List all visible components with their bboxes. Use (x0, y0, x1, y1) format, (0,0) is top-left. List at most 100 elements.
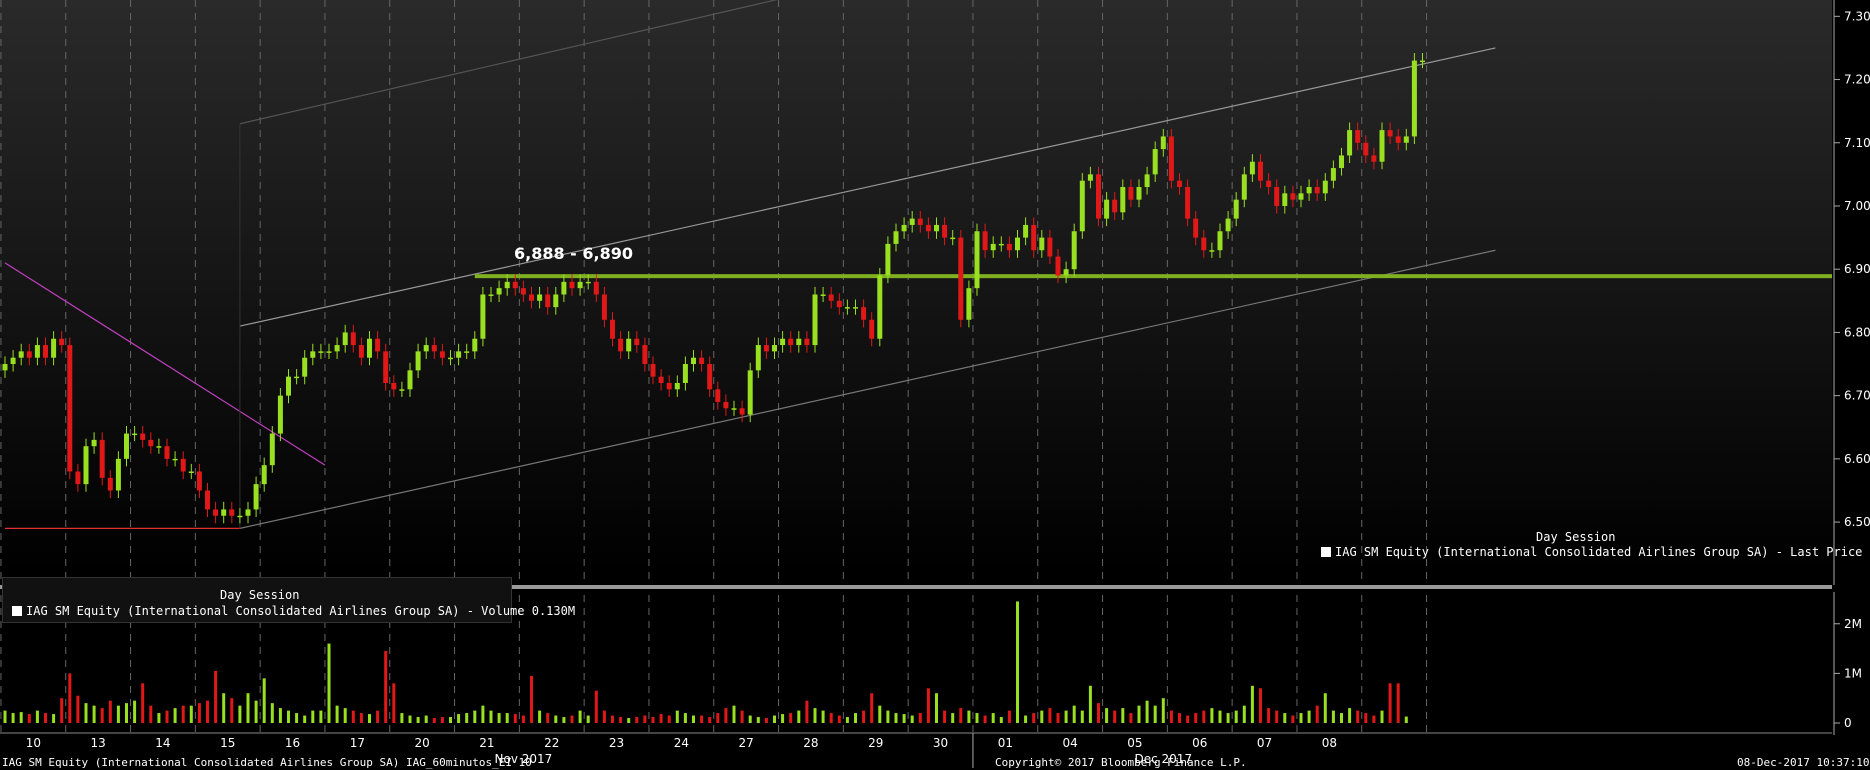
candle-body (1420, 60, 1425, 63)
volume-bar (84, 703, 88, 723)
candle-body (415, 351, 421, 371)
volume-bar (675, 710, 679, 723)
candle-body (804, 338, 810, 346)
volume-bars (3, 601, 1408, 723)
price-panel-background (0, 0, 1832, 572)
candle-body (1282, 193, 1288, 206)
candle-body (650, 364, 656, 377)
candle-body (601, 294, 607, 320)
volume-bar (1024, 715, 1028, 723)
volume-bar (319, 710, 323, 723)
volume-bar (238, 705, 242, 723)
candle-body (828, 294, 834, 301)
month-label-dec: Dec 2017 (1135, 752, 1193, 766)
volume-bar (983, 715, 987, 723)
volume-bar (667, 715, 671, 723)
volume-bar (862, 710, 866, 723)
volume-bar (481, 705, 485, 723)
volume-bar (1250, 685, 1254, 723)
volume-bar (76, 695, 80, 723)
volume-bar (845, 717, 849, 723)
volume-bar (659, 714, 663, 723)
volume-bar (1121, 708, 1125, 723)
day-tick-label: 15 (220, 736, 235, 750)
trendlines (4, 0, 1832, 529)
volume-bar (108, 700, 112, 723)
volume-bar (1072, 705, 1076, 723)
candle-body (261, 465, 267, 485)
candle-body (1249, 161, 1255, 175)
volume-bar (894, 713, 898, 723)
candle-body (1096, 174, 1101, 219)
candle-body (1363, 142, 1369, 156)
volume-bar (700, 715, 704, 723)
candle-body (326, 351, 332, 353)
candle-body (51, 338, 57, 358)
volume-bar (1161, 698, 1165, 723)
price-legend-text: IAG SM Equity (International Consolidate… (1335, 545, 1870, 559)
candle-body (213, 509, 219, 516)
grid (0, 0, 1832, 735)
day-tick-label: 08 (1322, 736, 1337, 750)
panel-divider (0, 585, 1832, 589)
volume-bar (189, 705, 193, 723)
day-tick-label: 14 (155, 736, 170, 750)
footer-center: Copyright© 2017 Bloomberg Finance L.P. (995, 756, 1247, 769)
candle-body (456, 351, 462, 358)
day-tick-label: 04 (1063, 736, 1078, 750)
volume-bar (1007, 710, 1011, 723)
day-tick-label: 20 (415, 736, 430, 750)
price-tick-label: 6.60 (1844, 452, 1870, 466)
candle-body (464, 351, 470, 353)
candle-body (358, 345, 364, 358)
candle-body (399, 389, 405, 391)
volume-bar (1291, 715, 1295, 723)
volume-bar (1178, 713, 1181, 723)
volume-bar (1137, 705, 1141, 723)
volume-bar (878, 705, 882, 723)
candle-body (1152, 149, 1158, 175)
volume-bar (594, 690, 598, 723)
day-tick-label: 13 (91, 736, 106, 750)
candle-body (132, 433, 138, 436)
volume-bar (359, 713, 363, 723)
volume-bar (384, 651, 388, 723)
volume-bar (19, 712, 23, 723)
volume-bar (100, 708, 104, 723)
volume-bar (3, 710, 7, 723)
price-legend: IAG SM Equity (International Consolidate… (1321, 545, 1870, 560)
volume-bar (35, 710, 39, 723)
volume-bar (538, 710, 542, 723)
volume-bar (327, 643, 331, 723)
volume-bar (683, 713, 687, 723)
candle-body (909, 218, 915, 225)
candle-body (148, 439, 154, 447)
candle-body (342, 332, 348, 346)
candle-body (529, 294, 534, 301)
volume-bar (1097, 703, 1100, 723)
candle-body (917, 218, 923, 225)
candle-body (788, 338, 794, 346)
volume-bar (141, 683, 145, 723)
support-line (474, 274, 1832, 279)
candle-body (383, 351, 389, 383)
volume-bar (1016, 601, 1019, 723)
candle-body (472, 338, 478, 352)
volume-bar (813, 708, 817, 723)
candle-body (1330, 168, 1336, 181)
volume-bar (408, 715, 412, 723)
volume-bar (392, 683, 396, 723)
candle-body (731, 408, 737, 410)
volume-bar (1234, 710, 1238, 723)
volume-bar (1153, 705, 1157, 723)
day-tick-label: 29 (868, 736, 883, 750)
volume-bar (854, 713, 857, 723)
candle-body (115, 458, 121, 491)
volume-bar (1267, 708, 1271, 723)
candle-body (34, 345, 40, 358)
candle-body (974, 231, 980, 289)
candle-body (480, 294, 486, 339)
candle-body (1112, 199, 1118, 213)
candle-body (196, 471, 202, 491)
volume-bar (497, 713, 501, 723)
